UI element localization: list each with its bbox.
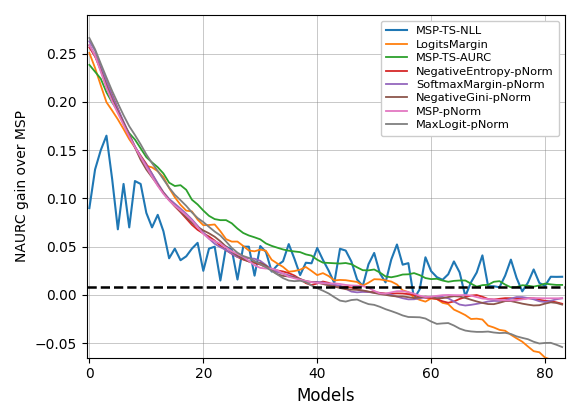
MSP-TS-NLL: [86, 205, 93, 210]
MSP-TS-AURC: [114, 108, 121, 113]
MSP-pNorm: [114, 111, 121, 116]
SoftmaxMargin-pNorm: [559, 296, 566, 301]
X-axis label: Models: Models: [296, 387, 355, 405]
SoftmaxMargin-pNorm: [296, 277, 303, 282]
NegativeEntropy-pNorm: [320, 279, 327, 284]
NegativeGini-pNorm: [530, 303, 537, 308]
NegativeGini-pNorm: [445, 294, 452, 299]
MaxLogit-pNorm: [445, 320, 452, 326]
SoftmaxMargin-pNorm: [114, 106, 121, 111]
MSP-pNorm: [559, 296, 566, 301]
MaxLogit-pNorm: [467, 329, 474, 334]
Line: MaxLogit-pNorm: MaxLogit-pNorm: [89, 38, 562, 347]
MSP-TS-NLL: [120, 181, 127, 186]
NegativeGini-pNorm: [86, 43, 93, 48]
MSP-TS-NLL: [325, 268, 332, 273]
LogitsMargin: [445, 302, 452, 307]
NegativeGini-pNorm: [467, 297, 474, 302]
MSP-pNorm: [92, 53, 99, 58]
NegativeEntropy-pNorm: [559, 301, 566, 306]
Y-axis label: NAURC gain over MSP: NAURC gain over MSP: [15, 110, 29, 262]
MSP-TS-NLL: [456, 270, 463, 275]
SoftmaxMargin-pNorm: [320, 280, 327, 285]
MSP-TS-AURC: [508, 285, 514, 290]
NegativeGini-pNorm: [559, 302, 566, 307]
LogitsMargin: [296, 267, 303, 272]
SoftmaxMargin-pNorm: [92, 48, 99, 53]
LogitsMargin: [320, 270, 327, 276]
Line: MSP-pNorm: MSP-pNorm: [89, 45, 562, 301]
MaxLogit-pNorm: [296, 278, 303, 283]
MSP-TS-AURC: [86, 62, 93, 67]
NegativeEntropy-pNorm: [467, 293, 474, 298]
SoftmaxMargin-pNorm: [473, 302, 480, 307]
NegativeEntropy-pNorm: [114, 106, 121, 111]
NegativeGini-pNorm: [320, 281, 327, 286]
NegativeEntropy-pNorm: [445, 300, 452, 305]
NegativeEntropy-pNorm: [92, 54, 99, 59]
Legend: MSP-TS-NLL, LogitsMargin, MSP-TS-AURC, NegativeEntropy-pNorm, SoftmaxMargin-pNor: MSP-TS-NLL, LogitsMargin, MSP-TS-AURC, N…: [380, 21, 559, 136]
MSP-pNorm: [296, 277, 303, 282]
LogitsMargin: [114, 117, 121, 122]
MaxLogit-pNorm: [320, 288, 327, 293]
MSP-TS-NLL: [411, 296, 418, 301]
LogitsMargin: [467, 317, 474, 322]
MSP-pNorm: [86, 43, 93, 48]
MaxLogit-pNorm: [559, 344, 566, 349]
MSP-TS-AURC: [296, 249, 303, 255]
MaxLogit-pNorm: [86, 36, 93, 41]
MSP-TS-NLL: [559, 274, 566, 279]
Line: MSP-TS-NLL: MSP-TS-NLL: [89, 136, 562, 299]
LogitsMargin: [92, 66, 99, 71]
NegativeEntropy-pNorm: [296, 277, 303, 282]
MSP-TS-NLL: [479, 253, 486, 258]
Line: NegativeGini-pNorm: NegativeGini-pNorm: [89, 45, 562, 305]
MSP-pNorm: [467, 293, 474, 298]
SoftmaxMargin-pNorm: [462, 303, 469, 308]
MSP-pNorm: [508, 298, 514, 303]
MSP-pNorm: [320, 281, 327, 286]
NegativeEntropy-pNorm: [86, 45, 93, 50]
Line: LogitsMargin: LogitsMargin: [89, 53, 562, 367]
SoftmaxMargin-pNorm: [445, 296, 452, 301]
MSP-TS-AURC: [92, 69, 99, 74]
NegativeGini-pNorm: [92, 53, 99, 58]
Line: MSP-TS-AURC: MSP-TS-AURC: [89, 65, 562, 287]
Line: SoftmaxMargin-pNorm: SoftmaxMargin-pNorm: [89, 41, 562, 305]
MSP-TS-NLL: [92, 167, 99, 172]
MaxLogit-pNorm: [92, 47, 99, 52]
NegativeGini-pNorm: [296, 276, 303, 281]
LogitsMargin: [86, 50, 93, 55]
MSP-pNorm: [445, 292, 452, 297]
MaxLogit-pNorm: [114, 101, 121, 106]
MSP-TS-AURC: [467, 281, 474, 286]
SoftmaxMargin-pNorm: [86, 39, 93, 44]
MSP-TS-AURC: [559, 282, 566, 287]
MSP-TS-AURC: [445, 279, 452, 284]
MSP-TS-NLL: [103, 133, 110, 138]
LogitsMargin: [559, 365, 566, 370]
Line: NegativeEntropy-pNorm: NegativeEntropy-pNorm: [89, 47, 562, 304]
MSP-TS-AURC: [320, 260, 327, 265]
NegativeGini-pNorm: [114, 109, 121, 114]
MSP-TS-NLL: [302, 260, 309, 265]
